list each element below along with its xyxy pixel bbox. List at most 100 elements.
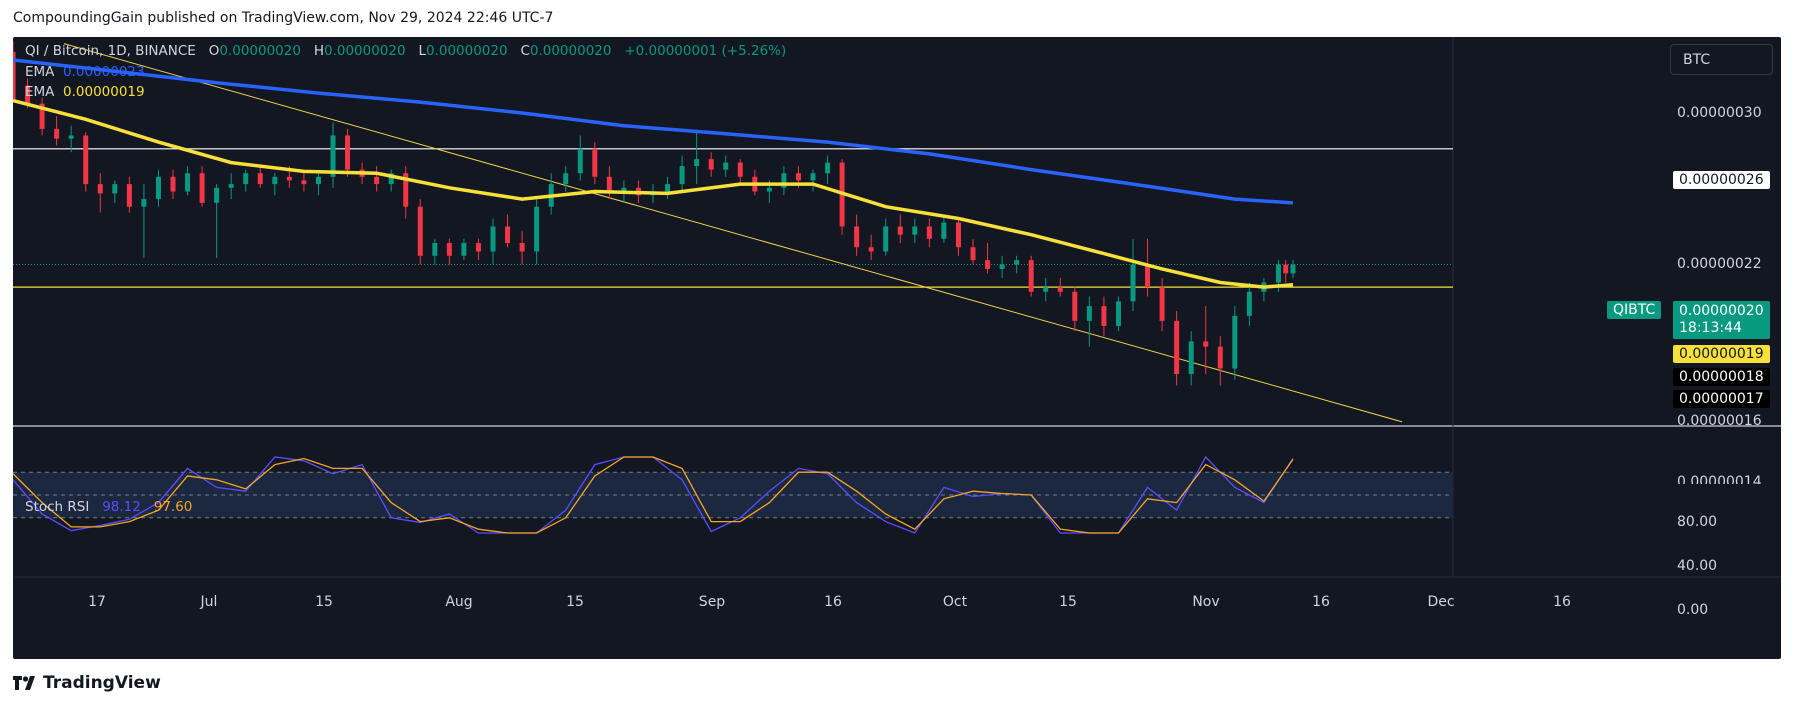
candle	[54, 128, 60, 139]
candle	[1290, 264, 1296, 274]
candle	[1086, 306, 1092, 321]
level-tag-18: 0.00000018	[1673, 368, 1770, 386]
candle	[475, 242, 481, 252]
stoch-rsi-label: Stoch RSI	[25, 499, 90, 515]
ema-fast-label: EMA	[25, 84, 55, 100]
candle	[1130, 264, 1136, 302]
candle	[272, 176, 278, 185]
candle	[490, 226, 496, 252]
candle	[228, 184, 234, 188]
stoch-tick-80: 80.00	[1677, 514, 1718, 530]
candle	[446, 242, 452, 256]
chart-panel[interactable]: QI / Bitcoin, 1D, BINANCE O0.00000020 H0…	[13, 37, 1781, 659]
ema-fast-price-tag: 0.00000019	[1673, 345, 1770, 363]
candle	[1159, 287, 1165, 321]
candle	[1028, 260, 1034, 292]
price-tick-14: 0.00000014	[1677, 474, 1762, 484]
candle	[403, 173, 409, 207]
candle	[374, 176, 380, 185]
candle	[1232, 315, 1238, 369]
candle	[1217, 346, 1223, 369]
bar-countdown: 18:13:44	[1679, 320, 1742, 336]
tradingview-wordmark: TradingView	[43, 673, 161, 693]
chart-canvas[interactable]	[13, 37, 1781, 659]
change-value: +0.00000001 (+5.26%)	[624, 43, 787, 59]
candle	[534, 206, 540, 252]
candle	[1043, 287, 1049, 292]
candle	[1246, 291, 1252, 316]
candle	[737, 162, 743, 177]
candle	[999, 264, 1005, 269]
candle	[315, 176, 321, 185]
candle	[519, 242, 525, 252]
stoch-k-value: 98.12	[102, 499, 141, 515]
candle	[301, 180, 307, 185]
candle	[955, 222, 961, 248]
candle	[1101, 306, 1107, 326]
candle	[781, 173, 787, 188]
close-label: C	[520, 43, 530, 59]
candle	[112, 184, 118, 194]
tradingview-footer[interactable]: TradingView	[13, 673, 161, 693]
candle	[1145, 264, 1151, 288]
candle	[1057, 287, 1063, 292]
candle	[199, 173, 205, 203]
candle	[185, 173, 191, 192]
ema-fast-value: 0.00000019	[63, 84, 145, 100]
time-tick: 17	[88, 594, 106, 610]
descending-trendline	[63, 43, 1403, 423]
publisher-line: CompoundingGain published on TradingView…	[13, 10, 554, 26]
high-value: 0.00000020	[323, 43, 406, 59]
stoch-tick-40: 40.00	[1677, 558, 1718, 574]
candle	[388, 173, 394, 185]
symbol-name[interactable]: QI / Bitcoin, 1D, BINANCE	[25, 43, 196, 59]
candle	[330, 135, 336, 177]
time-tick: Dec	[1427, 594, 1455, 610]
ema-fast-legend[interactable]: EMA 0.00000019	[25, 84, 145, 100]
candle	[1203, 341, 1209, 347]
low-value: 0.00000020	[425, 43, 508, 59]
candle	[723, 162, 729, 170]
close-value: 0.00000020	[529, 43, 612, 59]
candle	[1275, 264, 1281, 283]
candle	[1283, 264, 1289, 274]
price-tick-30: 0.00000030	[1677, 105, 1762, 121]
candle	[1174, 320, 1180, 375]
candle	[243, 173, 249, 185]
time-tick: 16	[1312, 594, 1330, 610]
currency-button[interactable]: BTC	[1670, 44, 1773, 75]
candle	[766, 187, 772, 192]
candle	[286, 176, 292, 181]
candle	[432, 242, 438, 256]
candle	[214, 187, 220, 203]
time-tick: Jul	[200, 594, 218, 610]
candle	[985, 260, 991, 269]
ohlc-legend: QI / Bitcoin, 1D, BINANCE O0.00000020 H0…	[25, 43, 786, 59]
candle	[1072, 291, 1078, 321]
ema-slow-legend[interactable]: EMA 0.00000023	[25, 64, 145, 80]
open-label: O	[208, 43, 220, 59]
time-tick: Nov	[1192, 594, 1220, 610]
candle	[926, 226, 932, 239]
low-label: L	[418, 43, 426, 59]
tradingview-logo-icon	[13, 676, 35, 690]
candle	[912, 226, 918, 235]
time-tick: Sep	[698, 594, 726, 610]
hline-price-tag: 0.00000026	[1673, 171, 1770, 189]
candle	[257, 173, 263, 185]
time-tick: 16	[824, 594, 842, 610]
stoch-rsi-legend[interactable]: Stoch RSI 98.12 97.60	[25, 499, 192, 515]
price-tick-16: 0.00000016	[1677, 413, 1762, 429]
last-price-value: 0.00000020	[1679, 303, 1764, 319]
candle	[126, 184, 132, 207]
candle	[25, 85, 31, 104]
stoch-d-line	[13, 456, 1294, 534]
candle	[563, 173, 569, 185]
candle	[970, 247, 976, 261]
candle	[170, 176, 176, 192]
candle	[679, 166, 685, 185]
high-label: H	[313, 43, 324, 59]
candle	[897, 226, 903, 235]
time-tick: Oct	[942, 594, 968, 610]
candle	[1188, 341, 1194, 375]
